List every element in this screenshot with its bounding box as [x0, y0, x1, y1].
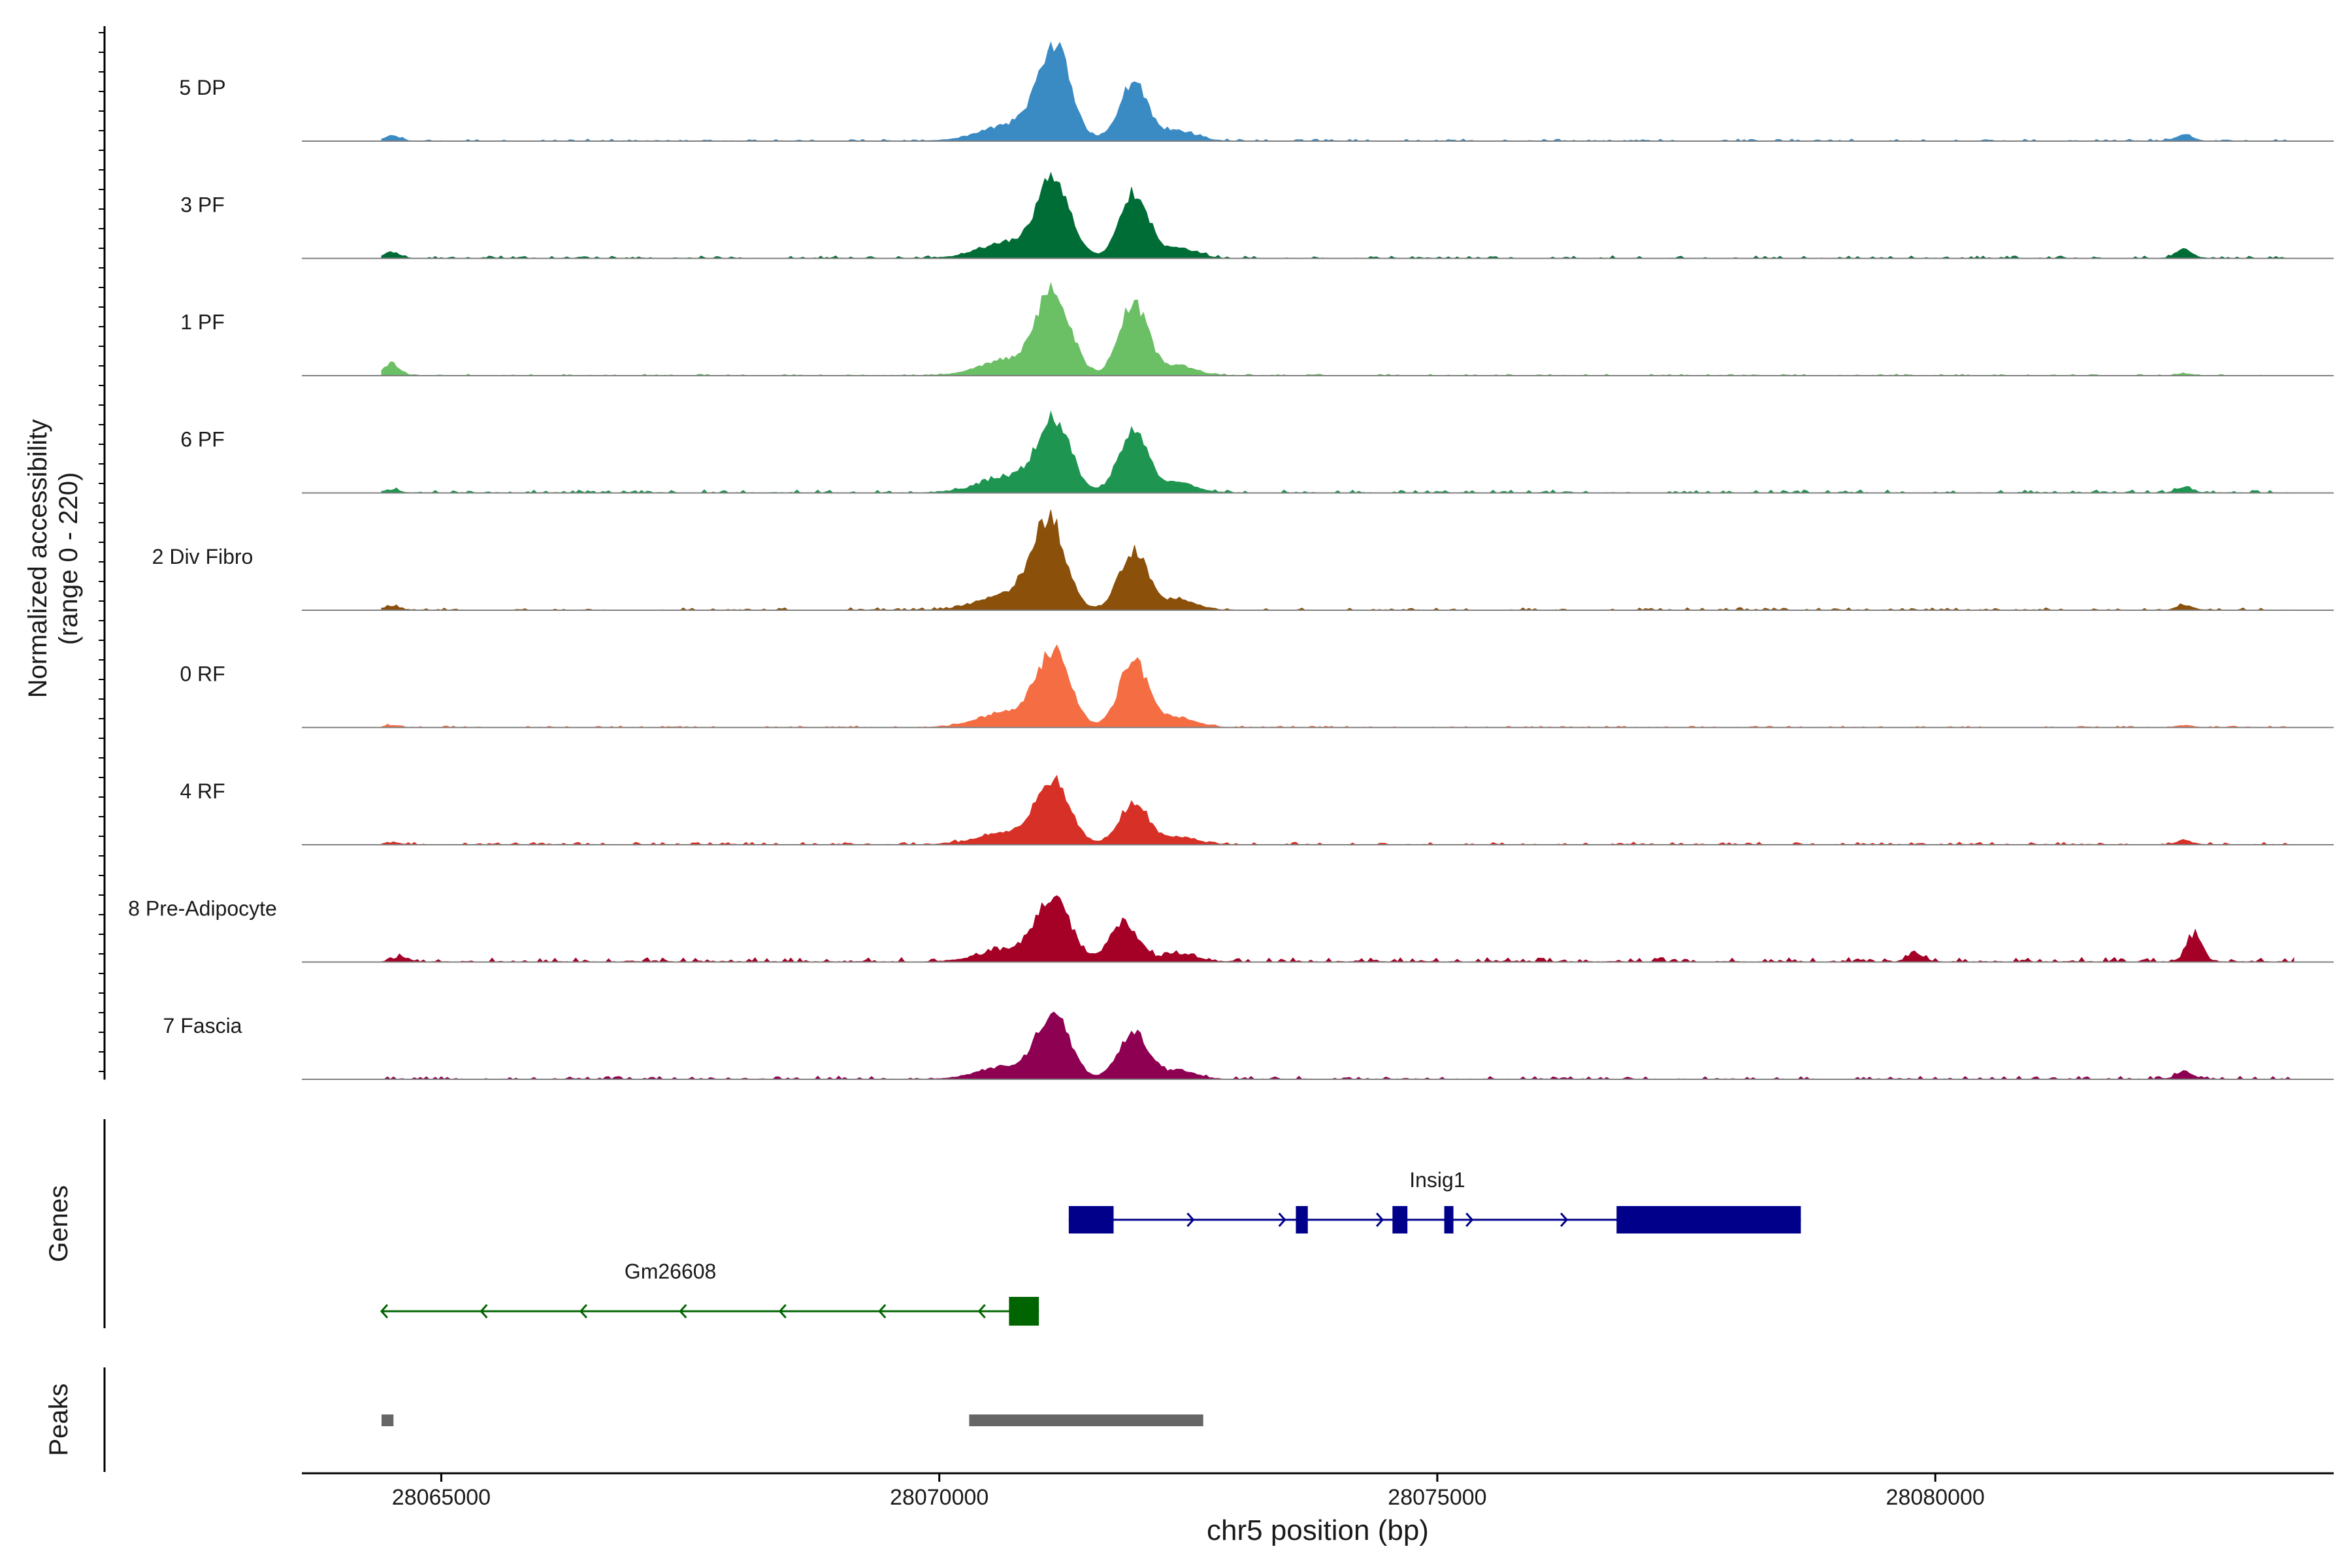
track-label: 8 Pre-Adipocyte — [128, 897, 277, 921]
coverage-area — [381, 1011, 2295, 1080]
coverage-track: 4 RF — [180, 774, 2334, 845]
coverage-track: 6 PF — [180, 410, 2334, 494]
coverage-track: 1 PF — [180, 282, 2334, 376]
coverage-area — [381, 41, 2295, 142]
strand-arrow — [1560, 1212, 1569, 1228]
y-axis-title-line1: Normalized accessibility — [24, 419, 52, 698]
genes-panel: Genes Insig1 Gm26608 — [44, 1119, 1801, 1328]
coverage-area — [381, 171, 2295, 259]
track-label: 1 PF — [180, 310, 225, 334]
coverage-area — [381, 644, 2295, 728]
coverage-area — [381, 895, 2295, 963]
track-label: 5 DP — [179, 76, 225, 99]
coverage-track: 5 DP — [179, 41, 2334, 142]
peaks-panel-title: Peaks — [44, 1383, 73, 1456]
gene-exon — [1068, 1206, 1114, 1233]
coverage-area — [381, 282, 2295, 376]
peaks-panel: Peaks — [44, 1367, 1203, 1472]
strand-arrow — [1186, 1212, 1195, 1228]
track-label: 0 RF — [180, 662, 225, 686]
coverage-tracks: 5 DP 3 PF 1 PF 6 PF 2 Div Fibro 0 RF 4 RF 8 Pre… — [128, 41, 2334, 1080]
y-axis-title-line2: (range 0 - 220) — [54, 472, 83, 645]
track-label: 2 Div Fibro — [152, 545, 253, 568]
coverage-track: 8 Pre-Adipocyte — [128, 895, 2334, 963]
x-axis-tick-label: 28065000 — [392, 1485, 491, 1510]
gene-exon — [1296, 1206, 1308, 1233]
strand-arrow — [480, 1303, 488, 1319]
coverage-track: 7 Fascia — [163, 1011, 2334, 1080]
strand-arrow — [878, 1303, 887, 1319]
gene-exon — [1392, 1206, 1408, 1233]
peak-region — [969, 1414, 1203, 1426]
gene-exon — [1009, 1297, 1039, 1326]
x-axis-title: chr5 position (bp) — [1207, 1514, 1429, 1546]
strand-arrow — [380, 1303, 389, 1319]
coverage-area — [381, 510, 2295, 611]
strand-arrow — [679, 1303, 687, 1319]
gene-model: Gm26608 — [380, 1260, 1039, 1326]
strand-arrow — [1465, 1212, 1474, 1228]
coverage-track: 2 Div Fibro — [152, 510, 2334, 611]
x-axis-tick-label: 28075000 — [1388, 1485, 1486, 1510]
coverage-track: 0 RF — [180, 644, 2334, 728]
coverage-track: 3 PF — [180, 171, 2334, 259]
track-label: 6 PF — [180, 428, 225, 451]
strand-arrow — [1375, 1212, 1384, 1228]
coverage-area — [381, 410, 2295, 494]
x-axis: 28065000 28070000 28075000 28080000 — [302, 1472, 2334, 1510]
genes-panel-title: Genes — [44, 1185, 73, 1262]
x-axis-tick-label: 28070000 — [890, 1485, 988, 1510]
gene-label: Gm26608 — [625, 1260, 717, 1283]
strand-arrow — [1278, 1212, 1286, 1228]
gene-exon — [1444, 1206, 1454, 1233]
gene-label: Insig1 — [1409, 1168, 1465, 1192]
gene-exon — [1616, 1206, 1801, 1233]
strand-arrow — [579, 1303, 587, 1319]
x-axis-tick-label: 28080000 — [1886, 1485, 1985, 1510]
y-axis — [99, 26, 106, 1080]
strand-arrow — [977, 1303, 986, 1319]
track-label: 4 RF — [180, 779, 225, 803]
peak-region — [381, 1414, 394, 1426]
track-label: 3 PF — [180, 193, 225, 217]
gene-model: Insig1 — [1068, 1168, 1801, 1233]
coverage-area — [381, 774, 2295, 845]
track-label: 7 Fascia — [163, 1014, 242, 1037]
strand-arrow — [778, 1303, 787, 1319]
